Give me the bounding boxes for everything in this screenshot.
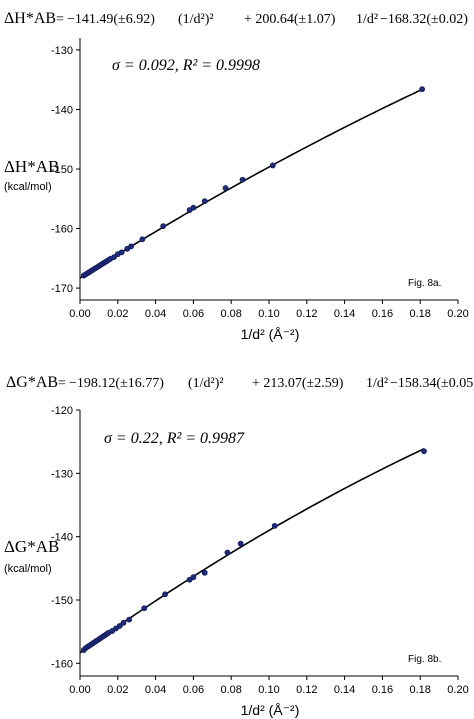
y-axis-label-a: ΔH*AB xyxy=(4,157,59,176)
svg-text:=: = xyxy=(58,376,66,391)
fit-stats-a: σ = 0.092, R² = 0.9998 xyxy=(112,57,260,74)
y-tick-label: -130 xyxy=(51,468,73,480)
ticks-a: 0.00 0.02 0.04 0.06 0.08 0.10 0.12 0.14 0.16 0.18… xyxy=(51,45,469,320)
y-tick-label: -170 xyxy=(51,283,73,295)
x-tick-label: 0.02 xyxy=(107,684,128,696)
x-tick-label: 0.20 xyxy=(447,308,468,320)
data-point xyxy=(141,605,148,612)
equation-term-b-linear: 1/d² xyxy=(366,376,388,391)
data-point xyxy=(139,236,146,243)
x-tick-label: 0.08 xyxy=(220,308,241,320)
x-tick-label: 0.02 xyxy=(107,308,128,320)
x-tick-label: 0.08 xyxy=(220,684,241,696)
x-tick-label: 0.10 xyxy=(258,308,279,320)
x-axis-label-b: 1/d² (Å⁻²) xyxy=(241,702,300,718)
x-tick-label: 0.18 xyxy=(409,684,430,696)
y-tick-label: -160 xyxy=(51,224,73,236)
x-tick-label: 0.12 xyxy=(296,684,317,696)
data-point xyxy=(126,616,133,623)
y-tick-label: -120 xyxy=(51,405,73,417)
x-tick-label: 0.14 xyxy=(334,308,355,320)
data-point xyxy=(237,540,244,547)
data-point xyxy=(162,591,168,598)
x-tick-label: 0.18 xyxy=(409,308,430,320)
data-point xyxy=(239,176,246,183)
data-point xyxy=(128,243,134,250)
data-point xyxy=(120,619,127,626)
chart-panel-a: ΔH*AB = −141.49(±6.92) (1/d²)² + 200.64(… xyxy=(4,10,469,342)
data-point xyxy=(224,549,231,556)
x-tick-label: 0.16 xyxy=(372,308,393,320)
data-point xyxy=(116,623,123,629)
data-point xyxy=(222,185,229,191)
x-tick-label: 0.06 xyxy=(183,684,204,696)
figure-annotation-b: Fig. 8b. xyxy=(408,654,441,665)
fit-stats-b: σ = 0.22, R² = 0.9987 xyxy=(104,430,245,447)
data-point xyxy=(201,569,208,576)
x-tick-label: 0.04 xyxy=(145,684,166,696)
y-axis-unit-b: (kcal/mol) xyxy=(4,563,52,575)
fit-curve-b xyxy=(79,448,425,654)
equation-const-a: −168.32(±0.02) xyxy=(380,12,468,27)
data-point xyxy=(190,204,197,211)
data-point xyxy=(421,448,427,455)
equation-term-a-quadratic: (1/d²)² xyxy=(178,12,214,27)
fit-equation-a: ΔH*AB = −141.49(±6.92) (1/d²)² + 200.64(… xyxy=(4,10,468,27)
x-tick-label: 0.12 xyxy=(296,308,317,320)
fit-equation-b: ΔG*AB = −198.12(±16.77) (1/d²)² + 213.07… xyxy=(6,374,474,391)
x-tick-label: 0.16 xyxy=(372,684,393,696)
y-tick-label: -160 xyxy=(51,658,73,670)
equation-lhs-b: ΔG*AB xyxy=(6,374,58,391)
data-point xyxy=(419,86,425,93)
chart-panel-b: ΔG*AB = −198.12(±16.77) (1/d²)² + 213.07… xyxy=(4,374,474,718)
svg-text:=: = xyxy=(56,12,64,27)
data-points-b xyxy=(80,448,427,653)
equation-term-b-quadratic: (1/d²)² xyxy=(188,376,224,391)
equation-coef-b-quadratic: −198.12(±16.77) xyxy=(69,376,164,391)
equation-coef-b-linear: + 213.07(±2.59) xyxy=(252,376,344,391)
x-tick-label: 0.00 xyxy=(69,684,90,696)
data-point xyxy=(269,162,276,169)
equation-lhs-a: ΔH*AB xyxy=(4,10,56,27)
x-tick-label: 0.20 xyxy=(447,684,468,696)
x-tick-label: 0.10 xyxy=(258,684,279,696)
data-points-a xyxy=(80,86,425,279)
x-tick-label: 0.06 xyxy=(183,308,204,320)
y-tick-label: -140 xyxy=(51,532,73,544)
equation-const-b: −158.34(±0.05) xyxy=(390,376,474,391)
data-point xyxy=(111,254,117,261)
y-axis-label-b: ΔG*AB xyxy=(4,537,59,556)
equation-term-a-linear: 1/d² xyxy=(356,12,378,27)
y-tick-label: -150 xyxy=(51,164,73,176)
ticks-b: 0.00 0.02 0.04 0.06 0.08 0.10 0.12 0.14 0.16 0.18… xyxy=(51,405,469,696)
x-tick-label: 0.04 xyxy=(145,308,166,320)
data-point xyxy=(160,223,167,230)
x-axis-label-a: 1/d² (Å⁻²) xyxy=(241,326,300,342)
figure-annotation-a: Fig. 8a. xyxy=(408,278,441,289)
axes-a xyxy=(79,38,458,301)
y-axis-unit-a: (kcal/mol) xyxy=(4,181,52,193)
axes-b xyxy=(79,410,458,677)
y-tick-label: -130 xyxy=(51,45,73,57)
data-point xyxy=(190,574,197,581)
data-point xyxy=(201,198,208,205)
equation-coef-a-linear: + 200.64(±1.07) xyxy=(244,12,336,27)
fit-curve-a xyxy=(79,87,425,279)
equation-coef-a-quadratic: −141.49(±6.92) xyxy=(67,12,155,27)
y-tick-label: -150 xyxy=(51,595,73,607)
x-tick-label: 0.00 xyxy=(69,308,90,320)
data-point xyxy=(118,249,125,256)
data-point xyxy=(271,523,278,529)
y-tick-label: -140 xyxy=(51,104,73,116)
x-tick-label: 0.14 xyxy=(334,684,355,696)
